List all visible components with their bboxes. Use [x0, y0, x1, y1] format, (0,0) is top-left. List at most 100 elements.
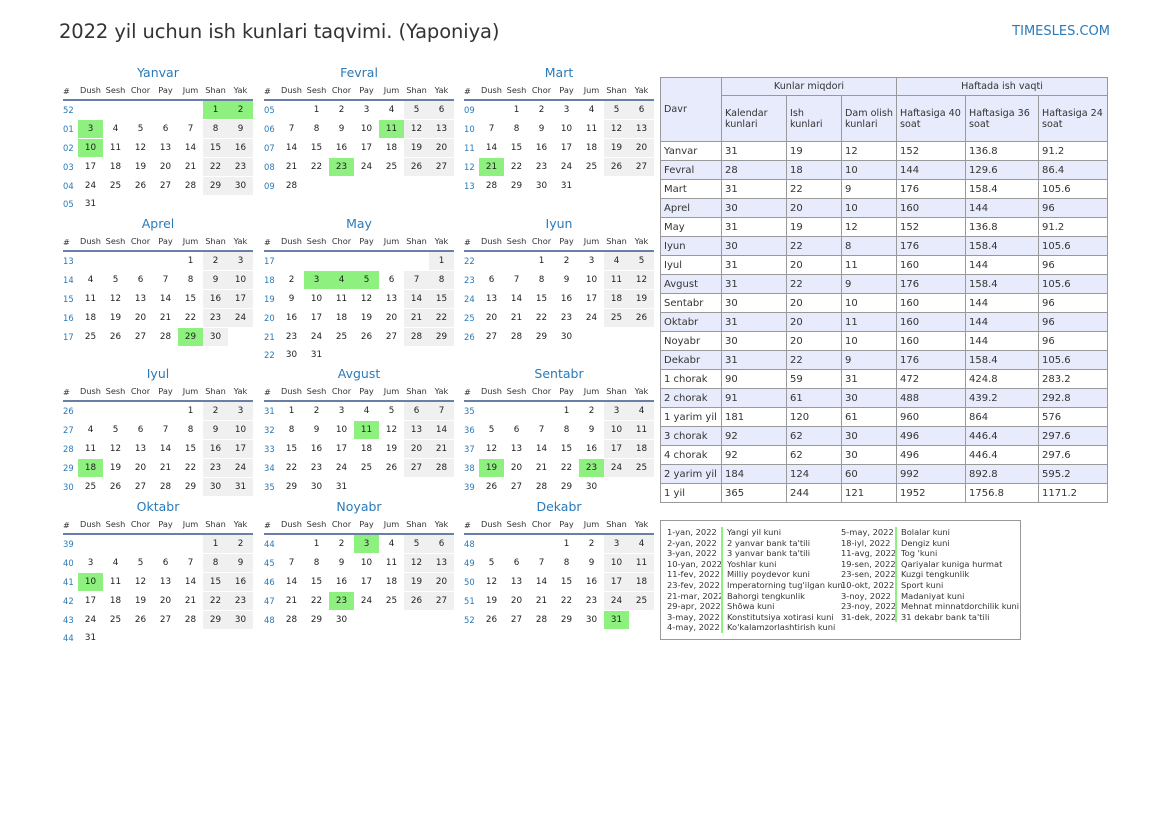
- day-cell[interactable]: 20: [404, 439, 429, 458]
- day-cell[interactable]: 7: [404, 271, 429, 290]
- day-cell[interactable]: 30: [203, 477, 228, 496]
- day-cell[interactable]: 19: [404, 138, 429, 157]
- day-cell[interactable]: 23: [228, 157, 253, 176]
- day-cell[interactable]: 21: [429, 439, 454, 458]
- day-cell[interactable]: 9: [338, 124, 345, 135]
- day-cell[interactable]: 9: [588, 558, 595, 569]
- day-cell[interactable]: 21: [535, 462, 548, 473]
- day-cell[interactable]: 9: [288, 293, 295, 304]
- day-cell[interactable]: 10: [585, 275, 598, 286]
- day-cell[interactable]: 16: [535, 142, 548, 153]
- day-cell[interactable]: 23: [579, 458, 604, 477]
- day-cell[interactable]: 2: [228, 535, 253, 554]
- day-cell[interactable]: 7: [187, 124, 194, 135]
- day-cell[interactable]: 1: [538, 256, 545, 267]
- day-cell[interactable]: 15: [560, 443, 573, 454]
- day-cell[interactable]: 2: [538, 105, 545, 116]
- day-cell[interactable]: 21: [479, 157, 504, 176]
- day-cell[interactable]: 8: [538, 275, 545, 286]
- day-cell[interactable]: 1: [563, 539, 570, 550]
- day-cell[interactable]: 31: [560, 180, 573, 191]
- day-cell[interactable]: 12: [604, 120, 629, 139]
- day-cell[interactable]: 6: [162, 124, 169, 135]
- day-cell[interactable]: 4: [87, 275, 94, 286]
- day-cell[interactable]: 11: [109, 576, 122, 587]
- day-cell[interactable]: 18: [604, 289, 629, 308]
- day-cell[interactable]: 12: [485, 576, 498, 587]
- day-cell[interactable]: 20: [485, 312, 498, 323]
- day-cell[interactable]: 11: [629, 421, 654, 440]
- day-cell[interactable]: 21: [404, 308, 429, 327]
- day-cell[interactable]: 6: [137, 275, 144, 286]
- day-cell[interactable]: 27: [159, 180, 172, 191]
- day-cell[interactable]: 11: [585, 124, 598, 135]
- day-cell[interactable]: 27: [429, 157, 454, 176]
- day-cell[interactable]: 17: [360, 576, 373, 587]
- day-cell[interactable]: 22: [429, 308, 454, 327]
- day-cell[interactable]: 5: [488, 425, 495, 436]
- day-cell[interactable]: 3: [228, 252, 253, 271]
- day-cell[interactable]: 26: [134, 614, 147, 625]
- day-cell[interactable]: 21: [510, 312, 523, 323]
- day-cell[interactable]: 25: [385, 595, 398, 606]
- day-cell[interactable]: 26: [360, 331, 373, 342]
- day-cell[interactable]: 15: [184, 293, 197, 304]
- day-cell[interactable]: 11: [84, 293, 97, 304]
- day-cell[interactable]: 17: [360, 142, 373, 153]
- day-cell[interactable]: 3: [588, 256, 595, 267]
- day-cell[interactable]: 11: [335, 293, 348, 304]
- day-cell[interactable]: 4: [112, 124, 119, 135]
- day-cell[interactable]: 15: [510, 142, 523, 153]
- day-cell[interactable]: 10: [360, 124, 373, 135]
- day-cell[interactable]: 28: [429, 458, 454, 477]
- day-cell[interactable]: 25: [604, 308, 629, 327]
- day-cell[interactable]: 19: [404, 572, 429, 591]
- day-cell[interactable]: 2: [203, 252, 228, 271]
- day-cell[interactable]: 13: [429, 120, 454, 139]
- day-cell[interactable]: 26: [629, 308, 654, 327]
- day-cell[interactable]: 3: [604, 535, 629, 554]
- day-cell[interactable]: 21: [184, 595, 197, 606]
- day-cell[interactable]: 4: [629, 535, 654, 554]
- day-cell[interactable]: 7: [538, 558, 545, 569]
- day-cell[interactable]: 12: [360, 293, 373, 304]
- day-cell[interactable]: 17: [560, 142, 573, 153]
- day-cell[interactable]: 21: [159, 312, 172, 323]
- day-cell[interactable]: 12: [134, 142, 147, 153]
- day-cell[interactable]: 7: [538, 425, 545, 436]
- day-cell[interactable]: 28: [485, 180, 498, 191]
- day-cell[interactable]: 6: [404, 402, 429, 421]
- day-cell[interactable]: 17: [228, 439, 253, 458]
- day-cell[interactable]: 22: [310, 161, 323, 172]
- day-cell[interactable]: 7: [288, 558, 295, 569]
- day-cell[interactable]: 12: [109, 293, 122, 304]
- day-cell[interactable]: 22: [184, 462, 197, 473]
- day-cell[interactable]: 3: [304, 271, 329, 290]
- day-cell[interactable]: 25: [335, 331, 348, 342]
- day-cell[interactable]: 29: [429, 327, 454, 346]
- day-cell[interactable]: 6: [162, 558, 169, 569]
- day-cell[interactable]: 24: [360, 161, 373, 172]
- day-cell[interactable]: 16: [560, 293, 573, 304]
- day-cell[interactable]: 1: [187, 256, 194, 267]
- day-cell[interactable]: 26: [404, 591, 429, 610]
- day-cell[interactable]: 17: [228, 289, 253, 308]
- day-cell[interactable]: 3: [338, 406, 345, 417]
- day-cell[interactable]: 23: [203, 308, 228, 327]
- day-cell[interactable]: 12: [134, 576, 147, 587]
- day-cell[interactable]: 4: [629, 402, 654, 421]
- day-cell[interactable]: 17: [310, 312, 323, 323]
- day-cell[interactable]: 27: [429, 591, 454, 610]
- day-cell[interactable]: 5: [488, 558, 495, 569]
- day-cell[interactable]: 22: [184, 312, 197, 323]
- day-cell[interactable]: 19: [485, 595, 498, 606]
- day-cell[interactable]: 17: [84, 595, 97, 606]
- day-cell[interactable]: 19: [360, 312, 373, 323]
- day-cell[interactable]: 16: [585, 443, 598, 454]
- day-cell[interactable]: 10: [228, 271, 253, 290]
- day-cell[interactable]: 28: [159, 331, 172, 342]
- day-cell[interactable]: 23: [585, 595, 598, 606]
- day-cell[interactable]: 26: [385, 462, 398, 473]
- day-cell[interactable]: 26: [485, 481, 498, 492]
- day-cell[interactable]: 24: [310, 331, 323, 342]
